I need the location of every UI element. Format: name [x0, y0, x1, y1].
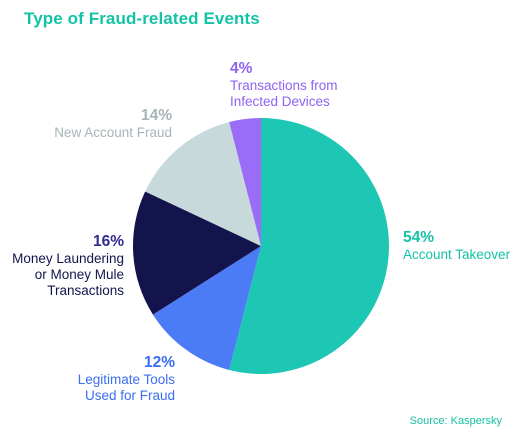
slice-percent-money-laundering: 16%	[92, 233, 124, 250]
slice-text-account-takeover: Account Takeover	[403, 247, 511, 263]
slice-text-new-account-fraud: New Account Fraud	[54, 125, 172, 141]
slice-text-infected-devices: Transactions from Infected Devices	[230, 78, 338, 110]
slice-text-money-laundering: Money Laundering or Money Mule Transacti…	[12, 251, 124, 299]
pie-slice-account-takeover	[229, 118, 389, 374]
slice-label-account-takeover: 54% Account Takeover	[403, 229, 510, 263]
pie-slice-infected-devices	[229, 118, 261, 246]
slice-text-legitimate-tools: Legitimate Tools Used for Fraud	[77, 372, 175, 404]
source-note: Source: Kaspersky	[409, 415, 502, 427]
chart-title: Type of Fraud-related Events	[24, 9, 260, 28]
slice-percent-new-account-fraud: 14%	[140, 107, 172, 124]
pie-slice-new-account-fraud	[145, 122, 261, 246]
slice-percent-legitimate-tools: 12%	[143, 354, 175, 371]
slice-label-infected-devices: 4% Transactions from Infected Devices	[230, 60, 338, 110]
slice-label-legitimate-tools: 12% Legitimate Tools Used for Fraud	[78, 354, 175, 404]
slice-percent-infected-devices: 4%	[230, 60, 253, 77]
pie-slice-legitimate-tools	[152, 246, 261, 370]
slice-percent-account-takeover: 54%	[403, 229, 435, 246]
slice-label-new-account-fraud: 14% New Account Fraud	[54, 107, 172, 141]
pie-slice-money-laundering	[132, 191, 261, 315]
slice-label-money-laundering: 16% Money Laundering or Money Mule Trans…	[12, 233, 124, 299]
